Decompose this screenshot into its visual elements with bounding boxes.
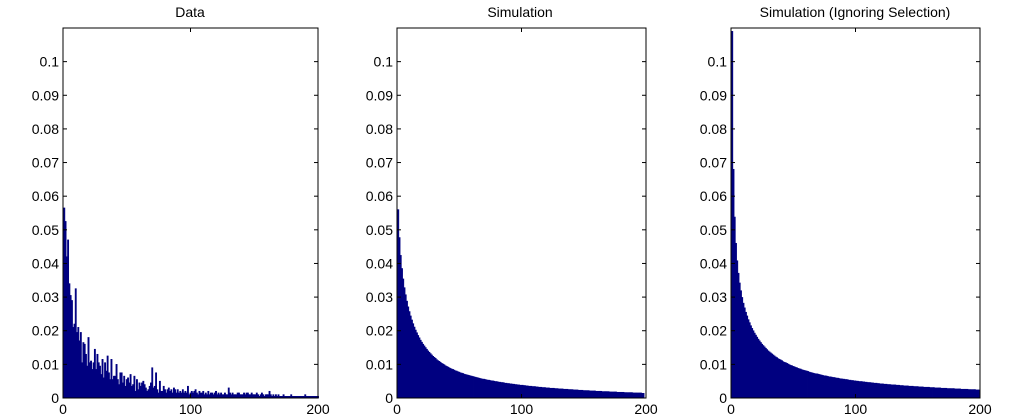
histogram-bar [977, 389, 980, 399]
y-tick-label: 0.01 [700, 356, 727, 372]
y-tick-label: 0.07 [700, 155, 727, 171]
panel-simulation: Simulation 0 0.01 0.02 0.03 0.04 0.05 0.06 0.07… [366, 4, 658, 417]
y-tick-label: 0.06 [700, 188, 727, 204]
y-tick-label: 0.09 [366, 87, 393, 103]
y-tick-label: 0.1 [708, 54, 728, 70]
y-tick-label: 0.03 [700, 289, 727, 305]
y-tick-label: 0.01 [32, 356, 59, 372]
y-tick-label: 0.08 [32, 121, 59, 137]
x-tick-label: 200 [968, 401, 992, 417]
y-tick-label: 0.02 [700, 323, 727, 339]
y-tick-label: 0.07 [32, 155, 59, 171]
y-tick-label: 0.08 [366, 121, 393, 137]
y-tick-label: 0.04 [32, 255, 59, 271]
y-tick-label: 0.05 [32, 222, 59, 238]
y-tick-label: 0.02 [366, 323, 393, 339]
axes-box [62, 27, 319, 399]
axes-box [396, 27, 647, 399]
y-tick-label: 0.08 [700, 121, 727, 137]
y-tick-label: 0.1 [374, 54, 394, 70]
x-tick-label: 0 [59, 401, 67, 417]
x-tick-label: 0 [393, 401, 401, 417]
y-tick-label: 0.05 [366, 222, 393, 238]
y-tick-label: 0.1 [40, 54, 60, 70]
x-tick-label: 100 [179, 401, 203, 417]
y-tick-label: 0.09 [700, 87, 727, 103]
histogram-bar [642, 392, 645, 399]
y-tick-label: 0.06 [366, 188, 393, 204]
chart-title: Simulation (Ignoring Selection) [760, 4, 951, 20]
y-tick-label: 0.06 [32, 188, 59, 204]
y-tick-label: 0.01 [366, 356, 393, 372]
panel-simulation-ignoring-selection: Simulation (Ignoring Selection) 0 0.01 0.0… [700, 4, 992, 417]
x-tick-label: 100 [510, 401, 534, 417]
y-tick-label: 0.03 [366, 289, 393, 305]
x-tick-label: 200 [306, 401, 330, 417]
y-tick-label: 0 [385, 390, 393, 406]
x-tick-label: 0 [727, 401, 735, 417]
y-tick-label: 0.04 [700, 255, 727, 271]
y-tick-label: 0.05 [700, 222, 727, 238]
y-tick-label: 0 [719, 390, 727, 406]
y-tick-label: 0.07 [366, 155, 393, 171]
x-tick-label: 100 [844, 401, 868, 417]
chart-title: Simulation [487, 4, 552, 20]
y-tick-label: 0 [51, 390, 59, 406]
y-tick-label: 0.09 [32, 87, 59, 103]
panel-data: Data 0 0.01 0.02 0.03 0.04 0.05 0.06 0.07 0.08 0.… [32, 4, 330, 417]
y-tick-label: 0.03 [32, 289, 59, 305]
axes-box [730, 27, 981, 399]
chart-title: Data [175, 4, 205, 20]
y-tick-label: 0.02 [32, 323, 59, 339]
x-tick-label: 200 [634, 401, 658, 417]
y-tick-label: 0.04 [366, 255, 393, 271]
